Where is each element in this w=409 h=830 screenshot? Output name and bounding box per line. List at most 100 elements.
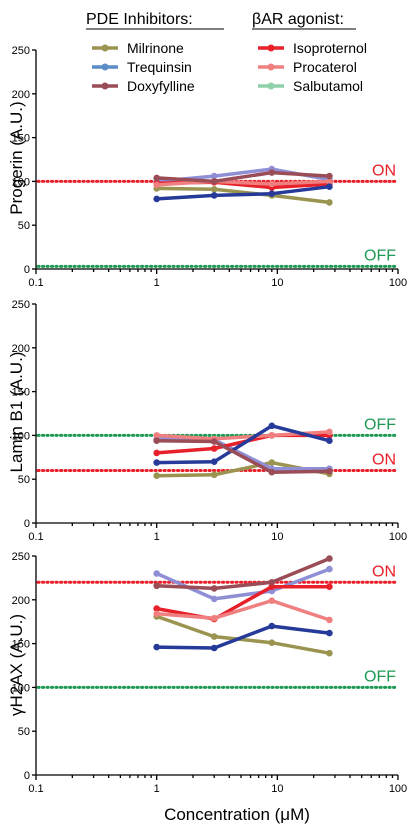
x-tick-label: 10 xyxy=(271,531,283,543)
y-axis-label: γH2AX (A.U.) xyxy=(7,614,26,716)
legend-label-milrinone: Milrinone xyxy=(127,40,184,56)
x-tick-label: 100 xyxy=(389,783,407,795)
y-tick-label: 200 xyxy=(12,343,30,355)
series-line xyxy=(156,438,330,474)
data-point xyxy=(326,468,333,475)
data-point xyxy=(268,622,276,630)
x-axis-label: Concentration (μM) xyxy=(164,805,310,824)
series-line xyxy=(156,556,331,591)
x-tick-label: 1 xyxy=(154,783,160,795)
data-point xyxy=(326,629,333,637)
data-point xyxy=(326,555,333,562)
data-point xyxy=(326,428,333,436)
reference-label-on: ON xyxy=(372,451,396,468)
data-point xyxy=(153,181,160,189)
data-point xyxy=(210,172,218,180)
reference-label-off: OFF xyxy=(364,416,396,433)
y-tick-label: 150 xyxy=(12,387,30,399)
reference-label-on: ON xyxy=(372,563,396,580)
data-point xyxy=(210,585,218,592)
legend-marker-doxyfylline xyxy=(101,82,109,90)
data-point xyxy=(153,432,160,439)
data-point xyxy=(153,643,160,651)
data-point xyxy=(326,565,333,573)
series-line xyxy=(156,598,330,622)
x-tick-label: 0.1 xyxy=(28,783,43,795)
legend-marker-milrinone xyxy=(101,44,109,52)
y-axis-label: Lamin B1 (A.U.) xyxy=(7,352,26,473)
data-point xyxy=(268,169,276,176)
series-5 xyxy=(153,555,333,592)
data-point xyxy=(268,459,276,466)
series-line xyxy=(156,584,330,621)
series-5 xyxy=(153,437,333,476)
reference-label-off: OFF xyxy=(364,247,396,264)
y-tick-label: 100 xyxy=(12,682,30,694)
y-tick-label: 0 xyxy=(24,770,30,782)
data-point xyxy=(210,595,218,603)
data-point xyxy=(326,616,333,624)
data-point xyxy=(153,472,160,480)
legend-label-doxyfylline: Doxyfylline xyxy=(127,78,195,94)
x-tick-label: 10 xyxy=(271,277,283,289)
series-line xyxy=(156,170,330,184)
legend-label-isoproternol: Isoproternol xyxy=(293,40,367,56)
y-tick-label: 0 xyxy=(24,518,30,530)
series-line xyxy=(156,424,330,465)
series-5 xyxy=(153,169,333,185)
x-tick-label: 0.1 xyxy=(28,277,43,289)
data-point xyxy=(268,468,276,476)
legend-marker-trequinsin xyxy=(101,63,109,71)
data-point xyxy=(210,178,218,185)
x-tick-label: 10 xyxy=(271,783,283,795)
series-0 xyxy=(153,613,333,657)
data-point xyxy=(210,633,218,640)
y-axis-label: Progerin (A.U.) xyxy=(7,101,26,214)
y-tick-label: 50 xyxy=(18,474,30,486)
legend: PDE Inhibitors: βAR agonist: Milrinone Tr… xyxy=(86,11,367,94)
data-point xyxy=(153,174,160,182)
legend-label-salbutamol: Salbutamol xyxy=(293,78,363,94)
data-point xyxy=(153,605,160,612)
data-point xyxy=(326,183,333,190)
y-tick-label: 50 xyxy=(18,726,30,738)
series-3 xyxy=(153,597,333,624)
data-point xyxy=(326,178,333,185)
y-tick-label: 250 xyxy=(12,45,30,57)
axes xyxy=(32,303,399,528)
data-point xyxy=(326,437,333,445)
data-point xyxy=(268,597,276,604)
series-line xyxy=(156,186,330,205)
data-point xyxy=(268,432,276,439)
data-point xyxy=(326,199,333,206)
data-point xyxy=(210,614,218,622)
legend-label-procaterol: Procaterol xyxy=(293,59,357,75)
axes xyxy=(32,49,399,274)
data-point xyxy=(153,449,160,457)
series-4 xyxy=(153,422,333,466)
legend-title-pde: PDE Inhibitors: xyxy=(86,11,193,28)
y-tick-label: 0 xyxy=(24,264,30,276)
x-tick-label: 0.1 xyxy=(28,531,43,543)
data-point xyxy=(326,649,333,657)
data-point xyxy=(210,192,218,199)
x-tick-label: 100 xyxy=(389,531,407,543)
data-point xyxy=(153,437,160,445)
data-point xyxy=(268,190,276,197)
legend-title-bar: βAR agonist: xyxy=(252,11,344,28)
series-line xyxy=(156,624,330,650)
series-line xyxy=(156,184,330,201)
x-tick-label: 100 xyxy=(389,277,407,289)
y-tick-label: 100 xyxy=(12,176,30,188)
series-4 xyxy=(153,622,333,652)
y-tick-label: 250 xyxy=(12,551,30,563)
data-point xyxy=(268,579,276,586)
data-point xyxy=(268,422,276,430)
reference-label-off: OFF xyxy=(364,668,396,685)
series-line xyxy=(156,179,330,187)
x-tick-label: 1 xyxy=(154,277,160,289)
data-point xyxy=(268,639,276,646)
